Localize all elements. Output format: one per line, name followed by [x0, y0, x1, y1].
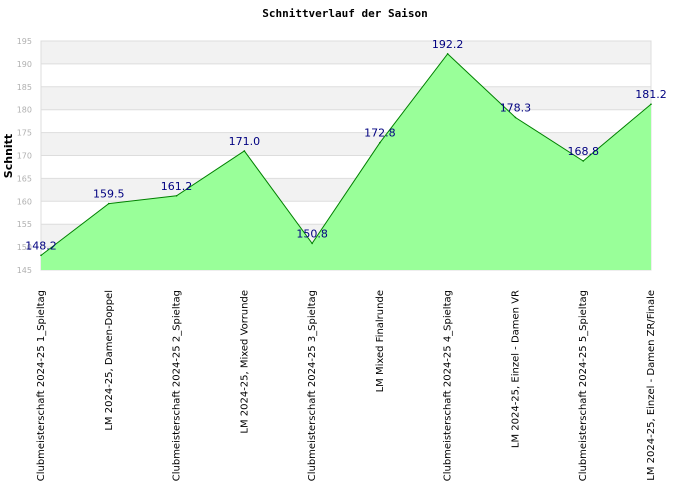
plot-band [41, 41, 651, 64]
x-tick-label: LM 2024-25, Damen-Doppel [104, 290, 115, 431]
y-tick-label: 195 [17, 37, 32, 46]
data-point [175, 195, 178, 197]
x-tick-label: Clubmeisterschaft 2024-25 3_Spieltag [307, 290, 318, 481]
data-label: 161.2 [161, 180, 193, 193]
data-label: 148.2 [25, 239, 57, 252]
area-layer [40, 53, 652, 270]
y-tick-labels: 145 150 155 160 165 170 175 180 185 190 195 [17, 37, 32, 275]
x-tick-label: LM 2024-25, Mixed Vorrunde [239, 290, 250, 434]
data-label: 171.0 [229, 135, 261, 148]
data-label: 192.2 [432, 38, 464, 51]
x-tick-label: LM 2024-25, Einzel - Damen VR [510, 290, 521, 448]
data-point [243, 150, 246, 152]
data-point [582, 160, 585, 162]
y-axis-label: Schnitt [2, 134, 15, 178]
y-tick-label: 170 [17, 152, 32, 161]
y-tick-label: 145 [17, 266, 32, 275]
y-tick-label: 185 [17, 83, 32, 92]
y-tick-label: 165 [17, 174, 32, 183]
data-point [650, 103, 652, 106]
data-point [107, 202, 110, 205]
data-label: 178.3 [500, 101, 532, 114]
chart-title: Schnittverlauf der Saison [262, 7, 428, 20]
data-label: 150.8 [296, 227, 328, 240]
data-point [40, 254, 42, 257]
data-point [379, 141, 381, 144]
data-label: 181.2 [635, 88, 667, 101]
y-tick-label: 160 [17, 197, 32, 206]
y-tick-label: 180 [17, 106, 32, 115]
x-tick-label: LM 2024-25, Einzel - Damen ZR/Finale [646, 290, 657, 481]
series-line [40, 53, 652, 256]
data-point [311, 242, 313, 245]
area-fill [41, 53, 651, 270]
data-label: 172.8 [364, 127, 396, 140]
x-tick-labels: Clubmeisterschaft 2024-25 1_Spieltag LM 2… [36, 290, 657, 481]
data-point [514, 116, 517, 119]
x-tick-label: Clubmeisterschaft 2024-25 2_Spieltag [172, 290, 183, 481]
x-tick-label: Clubmeisterschaft 2024-25 5_Spieltag [578, 290, 589, 481]
y-tick-label: 150 [17, 243, 32, 252]
y-tick-label: 175 [17, 129, 32, 138]
y-tick-label: 190 [17, 60, 32, 69]
data-labels: 148.2 159.5 161.2 171.0 150.8 172.8 192.2 178.3… [25, 38, 667, 253]
plot-band [41, 63, 651, 87]
y-tick-label: 155 [17, 220, 32, 229]
x-tick-label: Clubmeisterschaft 2024-25 1_Spieltag [36, 290, 47, 481]
plot-band [41, 86, 651, 110]
data-point [446, 53, 449, 55]
data-label: 159.5 [93, 188, 125, 201]
data-label: 168.8 [567, 145, 599, 158]
x-tick-label: LM Mixed Finalrunde [375, 290, 386, 392]
x-tick-label: Clubmeisterschaft 2024-25 4_Spieltag [443, 290, 454, 481]
plot-band [41, 109, 651, 133]
